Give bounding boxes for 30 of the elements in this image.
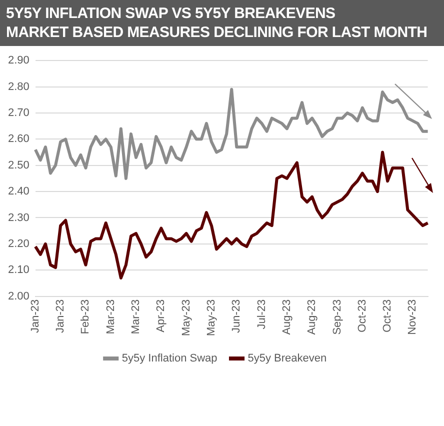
y-tick-label: 2.50 bbox=[8, 159, 30, 172]
y-tick-label: 2.20 bbox=[8, 238, 30, 250]
x-tick-label: Oct-23 bbox=[356, 299, 368, 332]
x-tick-label: Mar-23 bbox=[130, 299, 142, 334]
y-tick-label: 2.10 bbox=[8, 264, 30, 276]
x-tick-label: Aug-23 bbox=[306, 299, 318, 335]
y-tick-label: 2.40 bbox=[8, 186, 30, 198]
y-tick-label: 2.90 bbox=[8, 54, 30, 67]
x-tick-label: Feb-23 bbox=[80, 299, 92, 334]
x-tick-label: Jan-23 bbox=[54, 299, 67, 333]
x-tick-label: Mar-23 bbox=[104, 299, 117, 334]
x-tick-label: Jan-23 bbox=[29, 299, 42, 333]
legend-label: 5y5y Breakeven bbox=[248, 352, 327, 365]
y-tick-label: 2.30 bbox=[8, 212, 30, 224]
x-tick-label: Jun-23 bbox=[230, 299, 243, 333]
chart-subtitle: MARKET BASED MEASURES DECLINING FOR LAST MONTH bbox=[6, 23, 428, 42]
x-tick-label: Aug-23 bbox=[280, 299, 293, 335]
x-tick-label: Oct-23 bbox=[382, 299, 394, 332]
x-tick-label: Apr-23 bbox=[155, 299, 168, 332]
x-tick-label: Jul-23 bbox=[256, 299, 268, 330]
x-tick-label: Nov-23 bbox=[406, 299, 419, 335]
y-tick-label: 2.80 bbox=[8, 80, 30, 93]
x-tick-label: May-23 bbox=[206, 299, 218, 336]
x-tick-label: May-23 bbox=[180, 299, 192, 336]
y-tick-label: 2.70 bbox=[8, 107, 30, 120]
y-tick-label: 2.00 bbox=[8, 290, 30, 302]
x-tick-label: Sep-23 bbox=[331, 299, 344, 335]
chart-title: 5Y5Y INFLATION SWAP VS 5Y5Y BREAKEVENS bbox=[6, 4, 336, 23]
y-tick-label: 2.60 bbox=[8, 133, 30, 146]
legend-label: 5y5y Inflation Swap bbox=[122, 352, 218, 365]
